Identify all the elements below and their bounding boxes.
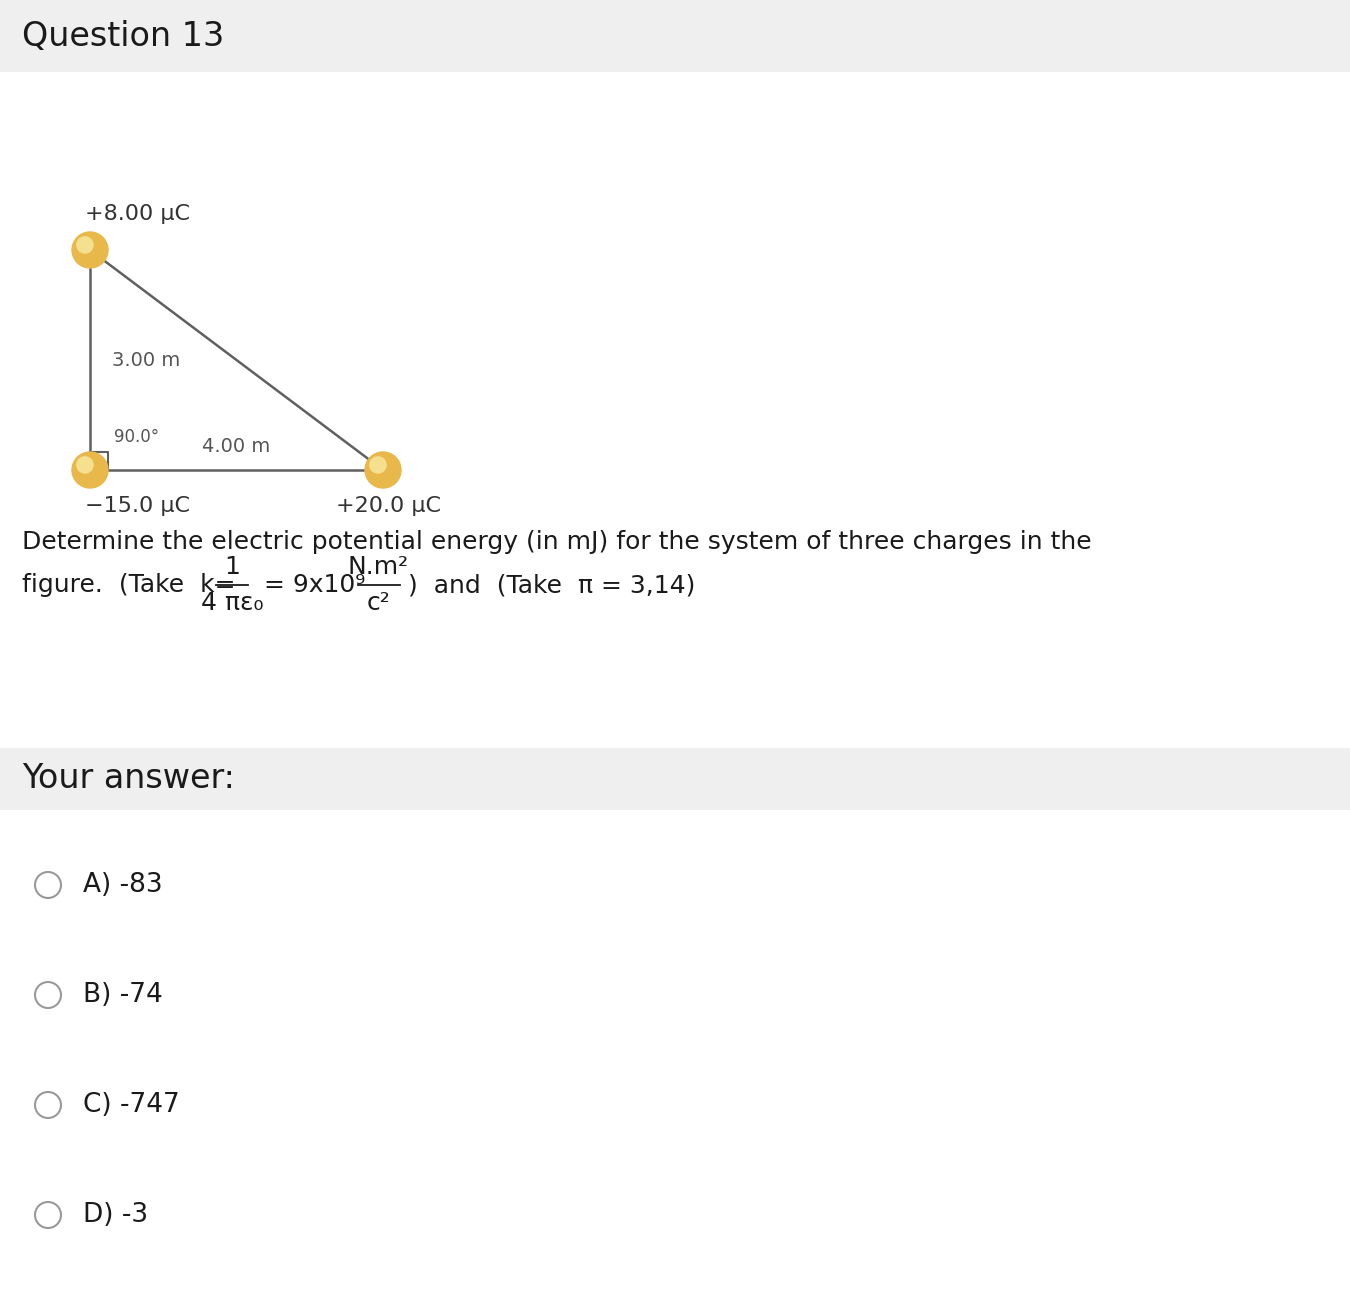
Circle shape xyxy=(77,236,93,253)
Text: A) -83: A) -83 xyxy=(82,872,162,898)
Text: D) -3: D) -3 xyxy=(82,1202,148,1227)
Text: 4 πε₀: 4 πε₀ xyxy=(201,590,263,615)
Text: 1: 1 xyxy=(224,556,240,579)
Text: −15.0 μC: −15.0 μC xyxy=(85,496,190,516)
Text: +8.00 μC: +8.00 μC xyxy=(85,204,190,224)
Text: C) -747: C) -747 xyxy=(82,1092,180,1118)
Circle shape xyxy=(370,457,386,473)
Text: N.m²: N.m² xyxy=(347,556,409,579)
Text: +20.0 μC: +20.0 μC xyxy=(336,496,440,516)
Circle shape xyxy=(72,233,108,267)
Circle shape xyxy=(72,452,108,488)
Circle shape xyxy=(77,457,93,473)
Text: B) -74: B) -74 xyxy=(82,982,163,1008)
Text: Determine the electric potential energy (in mJ) for the system of three charges : Determine the electric potential energy … xyxy=(22,530,1092,554)
Bar xyxy=(0,748,1350,810)
Text: Your answer:: Your answer: xyxy=(22,762,235,796)
Text: 3.00 m: 3.00 m xyxy=(112,350,181,370)
Text: = 9x10⁹: = 9x10⁹ xyxy=(256,572,366,597)
Text: )  and  (Take  π = 3,14): ) and (Take π = 3,14) xyxy=(408,572,695,597)
Text: figure.  (Take  k=: figure. (Take k= xyxy=(22,572,235,597)
Text: Question 13: Question 13 xyxy=(22,19,224,53)
Bar xyxy=(0,0,1350,72)
Text: 90.0°: 90.0° xyxy=(113,428,159,446)
Circle shape xyxy=(364,452,401,488)
Text: c²: c² xyxy=(366,590,390,615)
Text: 4.00 m: 4.00 m xyxy=(202,437,270,456)
